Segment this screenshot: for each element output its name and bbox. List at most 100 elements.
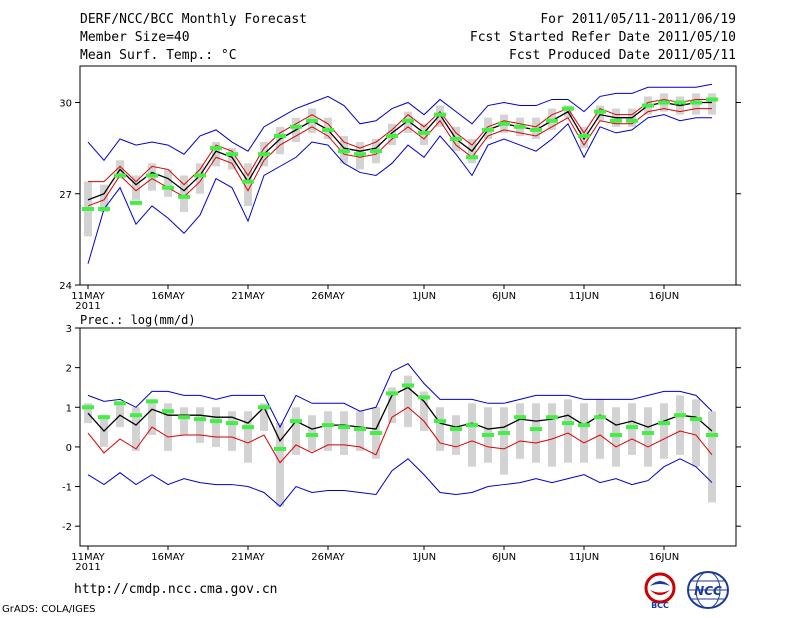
median-marker xyxy=(658,421,670,426)
median-marker xyxy=(418,130,430,135)
median-marker xyxy=(626,118,638,123)
x-tick-label: 26MAY xyxy=(311,291,345,302)
range-bar xyxy=(244,163,252,206)
plot-frame xyxy=(79,327,737,547)
range-bar xyxy=(324,411,332,451)
x-tick-label: 1JUN xyxy=(412,291,436,302)
median-marker xyxy=(146,399,158,404)
range-bar xyxy=(660,403,668,459)
range-bar xyxy=(708,411,716,503)
median-marker xyxy=(98,415,110,420)
y-tick-label: 30 xyxy=(59,99,72,110)
median-marker xyxy=(594,415,606,420)
median-marker xyxy=(210,146,222,151)
median-marker xyxy=(258,152,270,157)
y-tick-label: 27 xyxy=(59,190,72,201)
median-marker xyxy=(210,419,222,424)
median-marker xyxy=(370,431,382,436)
median-marker xyxy=(498,431,510,436)
median-marker xyxy=(498,121,510,126)
median-marker xyxy=(402,383,414,388)
x-tick-label: 11JUN xyxy=(569,552,599,563)
y-tick-label: 1 xyxy=(66,403,72,414)
range-bar xyxy=(228,148,236,170)
variable-label: Mean Surf. Temp.: °C xyxy=(80,48,237,63)
median-marker xyxy=(130,200,142,205)
start-date: Fcst Started Refer Date 2011/05/10 xyxy=(469,30,736,45)
range-bar xyxy=(436,407,444,451)
median-marker xyxy=(370,149,382,154)
median-marker xyxy=(578,423,590,428)
range-bar xyxy=(516,403,524,459)
grads-credit: GrADS: COLA/IGES xyxy=(2,604,96,615)
x-tick-label: 11MAY xyxy=(71,552,105,563)
range-bar xyxy=(548,403,556,467)
range-bar xyxy=(212,142,220,167)
median-marker xyxy=(114,401,126,406)
median-marker xyxy=(706,433,718,438)
median-marker xyxy=(386,391,398,396)
range-bar xyxy=(292,407,300,455)
range-bar xyxy=(500,407,508,475)
median-marker xyxy=(674,100,686,105)
median-marker xyxy=(338,149,350,154)
range-bar xyxy=(564,399,572,463)
range-bar xyxy=(452,415,460,455)
median-marker xyxy=(482,433,494,438)
median-marker xyxy=(450,427,462,432)
range-bar xyxy=(580,403,588,463)
y-tick-label: 0 xyxy=(66,443,72,454)
y-tick-label: 2 xyxy=(66,364,72,375)
x-tick-label: 16MAY xyxy=(151,552,185,563)
median-marker xyxy=(418,395,430,400)
range-bar xyxy=(276,126,284,155)
median-marker xyxy=(642,431,654,436)
median-marker xyxy=(258,405,270,410)
range-bar xyxy=(708,93,716,115)
x-tick-label: 6JUN xyxy=(492,291,516,302)
median-marker xyxy=(674,413,686,418)
median-marker xyxy=(482,127,494,132)
range-bar xyxy=(532,403,540,463)
median-marker xyxy=(530,127,542,132)
median-marker xyxy=(642,103,654,108)
median-marker xyxy=(658,100,670,105)
range-bar xyxy=(228,411,236,451)
x-tick-label: 26MAY xyxy=(311,552,345,563)
median-marker xyxy=(402,118,414,123)
median-marker xyxy=(610,118,622,123)
median-marker xyxy=(114,173,126,178)
chart-title: DERF/NCC/BCC Monthly Forecast xyxy=(80,12,307,27)
median-marker xyxy=(450,137,462,141)
median-marker xyxy=(466,423,478,428)
footer-url[interactable]: http://cmdp.ncc.cma.gov.cn xyxy=(74,582,278,597)
median-marker xyxy=(338,425,350,430)
bcc-logo: BCC xyxy=(644,572,676,610)
median-marker xyxy=(514,415,526,420)
red-line xyxy=(87,406,713,464)
range-bar xyxy=(148,399,156,436)
median-marker xyxy=(274,133,286,138)
median-marker xyxy=(226,152,238,157)
y-tick-label: -2 xyxy=(62,522,72,533)
y-tick-label: 24 xyxy=(59,281,72,292)
range-bar xyxy=(692,399,700,467)
precip-label: Prec.: log(mm/d) xyxy=(80,313,196,327)
range-bar xyxy=(276,423,284,507)
median-marker xyxy=(354,152,366,157)
median-marker xyxy=(530,427,542,432)
median-marker xyxy=(194,417,206,422)
median-marker xyxy=(434,419,446,424)
median-marker xyxy=(82,206,94,211)
ncc-logo-text: NCC xyxy=(694,584,722,598)
range-bar xyxy=(132,175,140,200)
median-marker xyxy=(546,118,558,123)
median-marker xyxy=(562,421,574,426)
range-bar xyxy=(244,411,252,463)
x-tick-sublabel: 2011 xyxy=(75,301,100,312)
median-marker xyxy=(306,433,318,438)
range-bar xyxy=(420,391,428,432)
